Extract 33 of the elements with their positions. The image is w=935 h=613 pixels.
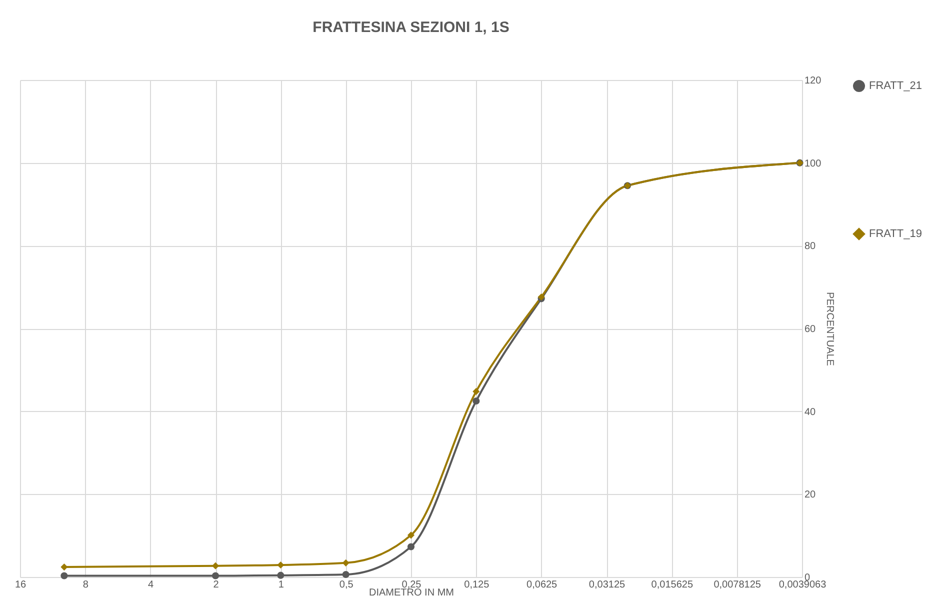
y-tick-label: 120 [804,76,822,86]
x-tick-label: 0,5 [339,580,354,590]
y-tick-label: 100 [804,158,822,170]
x-tick-label: 0,0039063 [778,580,827,590]
y-tick-label: 20 [804,490,816,501]
y-tick-label: 40 [804,406,816,418]
x-tick-label: 16 [14,580,26,590]
point [407,543,415,550]
x-tick-label: 0,03125 [588,580,626,590]
y-axis-title: PERCENTUALE [824,292,836,366]
x-axis-title: DIAMETRO IN MM [369,588,454,598]
x-tick-label: 0,0625 [526,580,558,590]
x-tick-label: 0,015625 [651,580,694,590]
x-tick-label: 2 [213,580,220,590]
x-tick-label: 0,0078125 [714,580,762,590]
point [212,562,220,570]
point [277,561,284,569]
y-tick-label: 60 [804,324,816,335]
x-tick-label: 4 [148,580,154,590]
point [342,559,350,566]
point [472,397,480,405]
point [212,572,220,580]
legend-label: FRATT_19 [869,228,922,240]
point [407,532,415,539]
point [277,572,284,579]
x-tick-label: 0,125 [464,580,490,590]
x-tick-label: 8 [82,580,89,590]
point [342,570,350,578]
x-tick-label: 1 [278,580,284,590]
legend-label: FRATT_21 [869,80,922,92]
point [472,388,480,395]
chart-title: FRATTESINA SEZIONI 1, 1S [312,19,510,36]
y-tick-label: 80 [804,241,816,252]
